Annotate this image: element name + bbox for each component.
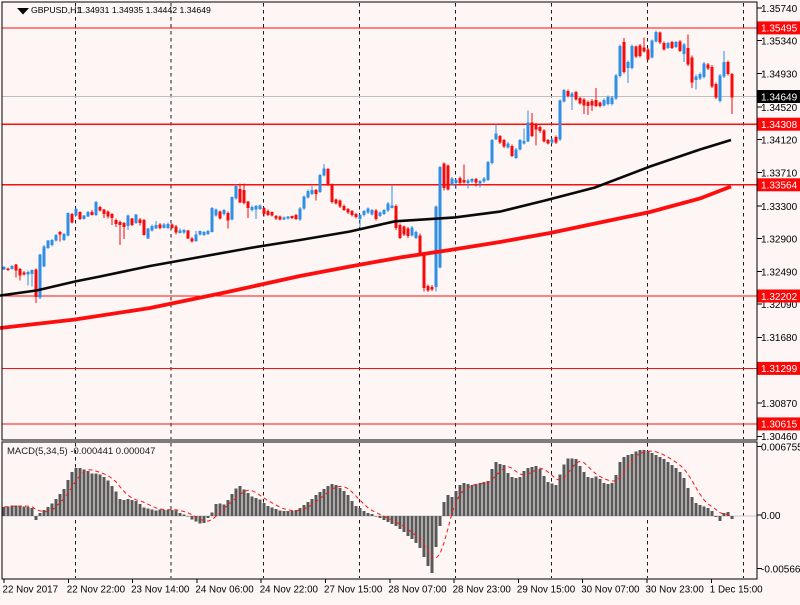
svg-text:0.00: 0.00 [761, 511, 781, 522]
svg-text:28 Nov 07:00: 28 Nov 07:00 [388, 585, 447, 596]
svg-text:30 Nov 23:00: 30 Nov 23:00 [646, 585, 705, 596]
svg-text:1.31680: 1.31680 [761, 333, 798, 344]
svg-text:1.32900: 1.32900 [761, 234, 798, 245]
svg-text:23 Nov 14:00: 23 Nov 14:00 [131, 585, 190, 596]
svg-text:GBPUSD,H1: GBPUSD,H1 [31, 5, 81, 15]
svg-text:1.34649: 1.34649 [761, 92, 798, 103]
svg-text:1.32490: 1.32490 [761, 268, 798, 279]
svg-text:1.31299: 1.31299 [761, 364, 798, 375]
svg-text:24 Nov 06:00: 24 Nov 06:00 [195, 585, 254, 596]
svg-text:22 Nov 2017: 22 Nov 2017 [3, 585, 59, 596]
svg-text:1.35740: 1.35740 [761, 4, 798, 15]
svg-text:28 Nov 23:00: 28 Nov 23:00 [453, 585, 512, 596]
svg-text:1.33710: 1.33710 [761, 169, 798, 180]
svg-text:-0.005663: -0.005663 [761, 564, 800, 575]
svg-text:1 Dec 15:00: 1 Dec 15:00 [710, 585, 763, 596]
svg-text:1.30615: 1.30615 [761, 420, 798, 431]
svg-text:22 Nov 22:00: 22 Nov 22:00 [67, 585, 126, 596]
svg-text:27 Nov 15:00: 27 Nov 15:00 [324, 585, 383, 596]
svg-text:1.35495: 1.35495 [761, 24, 798, 35]
svg-text:30 Nov 07:00: 30 Nov 07:00 [581, 585, 640, 596]
svg-text:MACD(5,34,5) -0.000441 0.00004: MACD(5,34,5) -0.000441 0.000047 [7, 446, 155, 457]
svg-text:1.34931 1.34935 1.34442 1.3464: 1.34931 1.34935 1.34442 1.34649 [78, 5, 211, 15]
svg-text:1.34308: 1.34308 [761, 120, 798, 131]
svg-text:1.30870: 1.30870 [761, 399, 798, 410]
svg-text:1.33564: 1.33564 [761, 181, 798, 192]
svg-text:24 Nov 22:00: 24 Nov 22:00 [260, 585, 319, 596]
svg-text:1.34930: 1.34930 [761, 70, 798, 81]
svg-text:29 Nov 15:00: 29 Nov 15:00 [517, 585, 576, 596]
svg-text:1.34120: 1.34120 [761, 135, 798, 146]
svg-text:1.35340: 1.35340 [761, 36, 798, 47]
svg-text:1.33300: 1.33300 [761, 202, 798, 213]
svg-text:1.32202: 1.32202 [761, 292, 798, 303]
svg-text:1.34520: 1.34520 [761, 103, 798, 114]
svg-text:0.006755: 0.006755 [761, 442, 800, 453]
